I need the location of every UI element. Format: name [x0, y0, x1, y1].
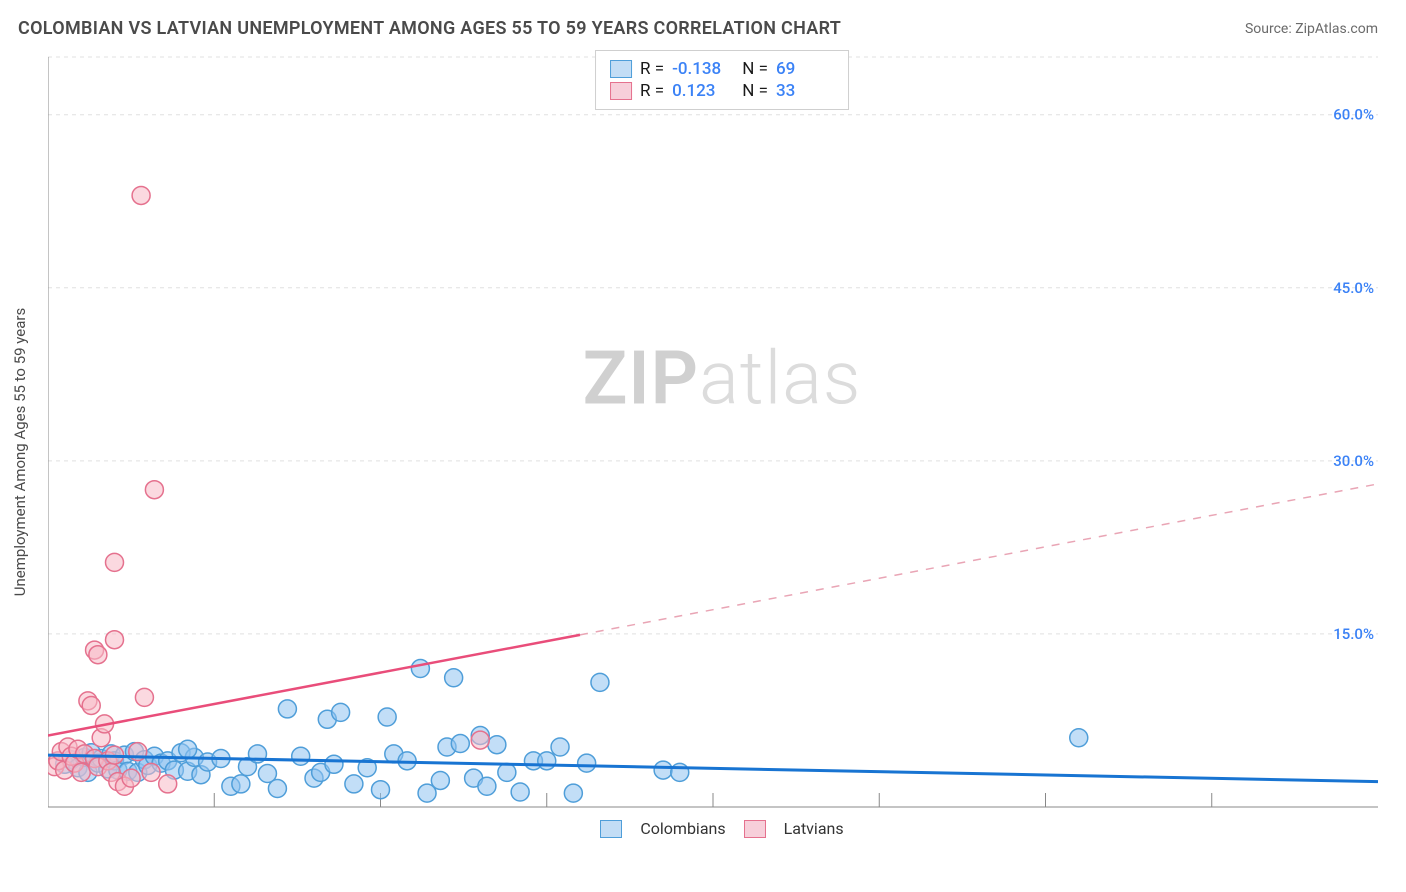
data-point	[135, 688, 153, 706]
title-bar: COLOMBIAN VS LATVIAN UNEMPLOYMENT AMONG …	[0, 0, 1406, 47]
data-point	[411, 660, 429, 678]
data-point	[89, 646, 107, 664]
data-point	[72, 763, 90, 781]
swatch-pink-icon	[610, 82, 632, 100]
data-point	[325, 755, 343, 773]
swatch-blue-icon	[610, 60, 632, 78]
svg-text:15.0%: 15.0%	[1333, 625, 1374, 643]
y-axis-label: Unemployment Among Ages 55 to 59 years	[11, 307, 29, 595]
data-point	[654, 761, 672, 779]
data-point	[106, 553, 124, 571]
svg-text:60.0%: 60.0%	[1333, 106, 1374, 124]
n-value-blue: 69	[776, 59, 834, 79]
data-point	[232, 775, 250, 793]
trend-line-pink-dashed	[580, 484, 1378, 635]
scatter-plot: 15.0%30.0%45.0%60.0%0.0%40.0%	[48, 47, 1388, 817]
n-label: N =	[738, 81, 768, 101]
data-point	[564, 784, 582, 802]
data-point	[445, 669, 463, 687]
data-point	[122, 769, 140, 787]
data-point	[511, 783, 529, 801]
data-point	[1070, 729, 1088, 747]
legend-swatch-pink-icon	[744, 820, 766, 838]
data-point	[372, 781, 390, 799]
data-point	[268, 780, 286, 798]
data-point	[551, 738, 569, 756]
data-point	[106, 631, 124, 649]
svg-text:30.0%: 30.0%	[1333, 452, 1374, 470]
data-point	[488, 736, 506, 754]
r-label: R =	[640, 59, 664, 79]
legend-label-blue: Colombians	[640, 819, 725, 838]
bottom-legend: Colombians Latvians	[48, 819, 1396, 838]
stats-legend-box: R = -0.138 N = 69 R = 0.123 N = 33	[595, 50, 849, 110]
n-value-pink: 33	[776, 81, 834, 101]
data-point	[145, 481, 163, 499]
chart-area: Unemployment Among Ages 55 to 59 years Z…	[48, 47, 1396, 838]
data-point	[142, 763, 160, 781]
legend-label-pink: Latvians	[784, 819, 844, 838]
stats-row-blue: R = -0.138 N = 69	[610, 59, 834, 79]
data-point	[179, 740, 197, 758]
data-point	[345, 775, 363, 793]
chart-title: COLOMBIAN VS LATVIAN UNEMPLOYMENT AMONG …	[18, 18, 841, 39]
data-point	[431, 771, 449, 789]
legend-swatch-blue-icon	[600, 820, 622, 838]
source-label: Source: ZipAtlas.com	[1245, 21, 1378, 37]
data-point	[471, 731, 489, 749]
n-label: N =	[738, 59, 768, 79]
r-label: R =	[640, 81, 664, 101]
data-point	[82, 696, 100, 714]
data-point	[578, 754, 596, 772]
data-point	[132, 186, 150, 204]
data-point	[591, 673, 609, 691]
svg-text:45.0%: 45.0%	[1333, 279, 1374, 297]
r-value-pink: 0.123	[672, 81, 730, 101]
trend-line-pink	[48, 635, 580, 736]
stats-row-pink: R = 0.123 N = 33	[610, 81, 834, 101]
data-point	[292, 747, 310, 765]
data-point	[451, 735, 469, 753]
data-point	[332, 703, 350, 721]
data-point	[278, 700, 296, 718]
data-point	[378, 708, 396, 726]
data-point	[478, 777, 496, 795]
data-point	[159, 775, 177, 793]
r-value-blue: -0.138	[672, 59, 730, 79]
data-point	[498, 763, 516, 781]
data-point	[538, 752, 556, 770]
